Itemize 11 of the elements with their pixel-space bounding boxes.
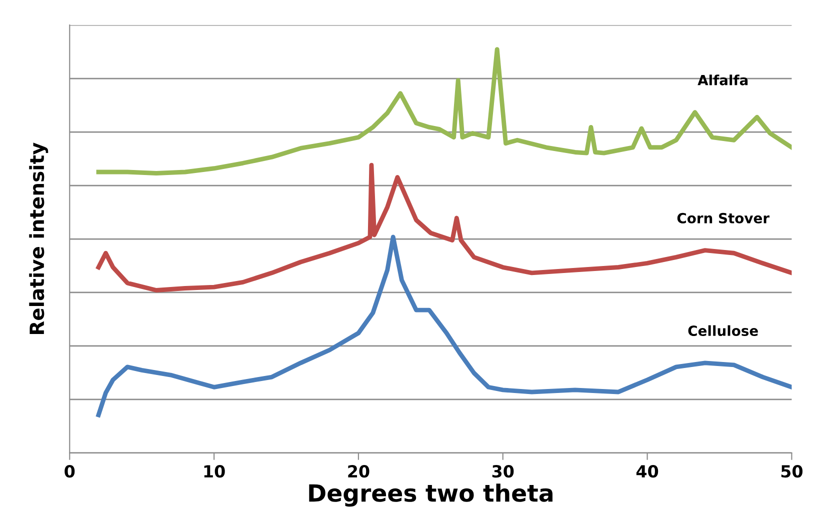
text: Corn Stover (677, 212, 770, 224)
series-label: Alfalfa (698, 74, 748, 86)
x-tick-label: 0 (64, 465, 75, 478)
x-tick-label: 40 (636, 465, 658, 478)
y-axis-title: Relative intensity (29, 142, 48, 334)
x-axis-title: Degrees two theta (309, 484, 552, 507)
x-tick-label: 10 (204, 465, 225, 478)
x-tick-label: 20 (348, 465, 370, 478)
x-tick-label: 30 (492, 465, 514, 478)
text: Cellulose (688, 325, 758, 336)
x-tick-label: 50 (781, 465, 802, 478)
